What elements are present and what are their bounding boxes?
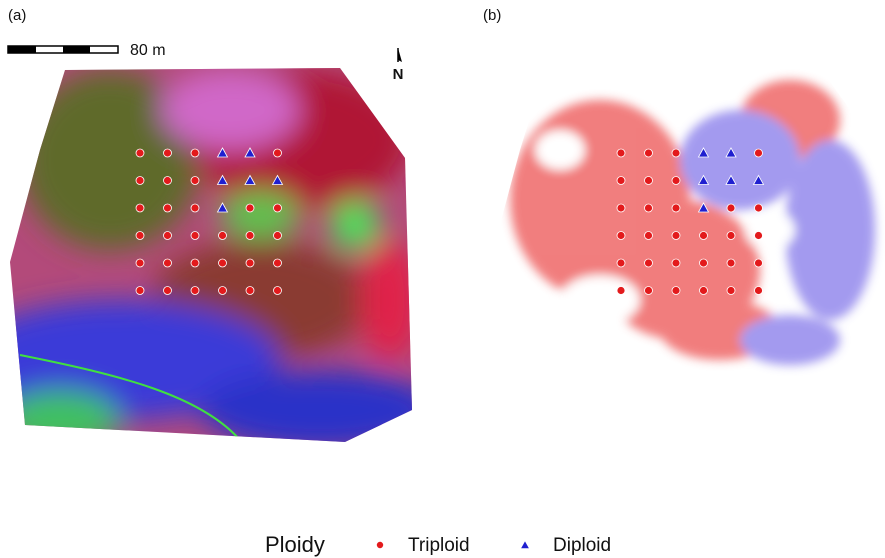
- circle-marker: [190, 203, 200, 213]
- panel-label: (a): [8, 7, 26, 24]
- circle-marker: [135, 286, 145, 295]
- circle-marker: [644, 231, 653, 240]
- scale-bar: [7, 45, 119, 54]
- circle-marker: [273, 203, 282, 213]
- circle-marker: [671, 258, 681, 268]
- circle-marker: [163, 176, 172, 185]
- triangle-marker: [244, 147, 256, 158]
- triangle-marker: [244, 174, 256, 185]
- circle-marker: [135, 203, 145, 213]
- circle-marker: [218, 258, 227, 268]
- circle-marker: [754, 231, 763, 240]
- circle-marker: [644, 286, 653, 295]
- circle-marker: [754, 286, 763, 295]
- circle-marker: [754, 148, 763, 158]
- legend-title: Ploidy: [265, 532, 325, 557]
- circle-marker: [726, 286, 736, 295]
- circle-marker: [671, 203, 681, 213]
- circle-marker: [616, 258, 626, 268]
- panel-label: (b): [483, 7, 501, 24]
- circle-marker: [245, 203, 255, 213]
- circle-marker: [616, 286, 626, 295]
- legend-label: Diploid: [553, 535, 611, 556]
- circle-marker: [644, 203, 653, 213]
- circle-marker: [726, 203, 736, 213]
- triangle-marker: [725, 147, 737, 158]
- circle-marker: [644, 176, 653, 185]
- circle-marker: [273, 148, 282, 158]
- triangle-marker: [697, 147, 710, 158]
- circle-marker: [699, 286, 708, 295]
- triangle-marker: [697, 202, 710, 213]
- circle-marker: [135, 258, 145, 268]
- sample-points: [135, 147, 765, 295]
- circle-marker: [163, 203, 172, 213]
- circle-marker: [135, 231, 145, 240]
- legend-label: Triploid: [408, 535, 470, 556]
- triangle-marker: [216, 174, 229, 185]
- circle-marker: [644, 258, 653, 268]
- circle-marker: [245, 286, 255, 295]
- triangle-marker: [752, 174, 765, 185]
- circle-marker: [754, 258, 763, 268]
- circle-marker: [190, 231, 200, 240]
- circle-marker: [671, 148, 681, 158]
- circle-marker: [699, 231, 708, 240]
- circle-marker: [726, 258, 736, 268]
- circle-marker: [245, 258, 255, 268]
- circle-marker: [190, 258, 200, 268]
- circle-marker: [135, 148, 145, 158]
- circle-marker: [616, 203, 626, 213]
- classification-map: [510, 80, 875, 365]
- north-arrow: [397, 48, 402, 62]
- circle-marker: [273, 231, 282, 240]
- triangle-marker: [725, 174, 737, 185]
- rgb-image: [10, 68, 412, 442]
- circle-marker: [644, 148, 653, 158]
- circle-marker: [273, 258, 282, 268]
- circle-marker: [754, 203, 763, 213]
- circle-marker: [190, 286, 200, 295]
- circle-marker: [163, 258, 172, 268]
- circle-marker: [671, 176, 681, 185]
- triangle-marker: [697, 174, 710, 185]
- circle-marker: [218, 231, 227, 240]
- circle-marker: [218, 286, 227, 295]
- circle-marker: [163, 148, 172, 158]
- circle-marker: [616, 231, 626, 240]
- triangle-marker: [216, 202, 229, 213]
- circle-marker: [726, 231, 736, 240]
- circle-marker: [245, 231, 255, 240]
- triangle-marker: [519, 539, 531, 549]
- triangle-marker: [216, 147, 229, 158]
- north-label: N: [393, 66, 404, 83]
- circle-marker: [616, 176, 626, 185]
- circle-marker: [616, 148, 626, 158]
- circle-marker: [135, 176, 145, 185]
- circle-marker: [699, 258, 708, 268]
- circle-marker: [375, 541, 384, 550]
- legend: Triploid Diploid: [375, 535, 611, 556]
- triangle-marker: [271, 174, 284, 185]
- circle-marker: [190, 176, 200, 185]
- circle-marker: [273, 286, 282, 295]
- scale-label: 80 m: [130, 42, 166, 59]
- circle-marker: [671, 231, 681, 240]
- circle-marker: [163, 286, 172, 295]
- circle-marker: [190, 148, 200, 158]
- circle-marker: [163, 231, 172, 240]
- circle-marker: [671, 286, 681, 295]
